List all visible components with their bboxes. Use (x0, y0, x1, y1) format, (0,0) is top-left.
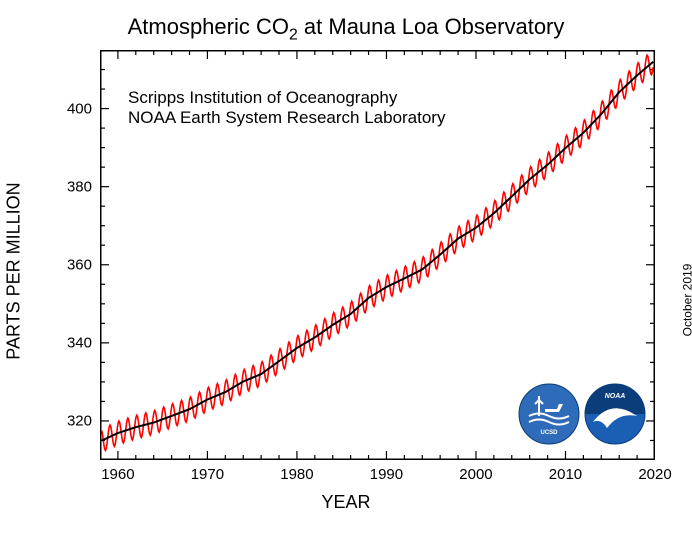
annotation-line: Scripps Institution of Oceanography (128, 88, 445, 108)
scripps-logo-icon: UCSD (519, 384, 579, 444)
svg-text:UCSD: UCSD (540, 430, 558, 436)
x-axis-label: YEAR (0, 492, 692, 513)
x-tick-label: 1980 (280, 466, 313, 483)
x-tick-label: 2010 (549, 466, 582, 483)
y-tick-label: 360 (67, 256, 92, 273)
annotation-line: NOAA Earth System Research Laboratory (128, 108, 445, 128)
date-stamp: October 2019 (681, 264, 692, 337)
annotation-block: Scripps Institution of OceanographyNOAA … (128, 88, 445, 128)
x-tick-label: 2020 (638, 466, 671, 483)
agency-logos: UCSD NOAA (517, 382, 647, 451)
svg-text:NOAA: NOAA (605, 393, 626, 400)
noaa-logo-icon: NOAA (585, 384, 645, 444)
x-tick-label: 1960 (101, 466, 134, 483)
y-tick-label: 380 (67, 178, 92, 195)
y-tick-label: 320 (67, 412, 92, 429)
y-axis-label: PARTS PER MILLION (4, 182, 25, 359)
x-tick-label: 2000 (459, 466, 492, 483)
x-tick-label: 1990 (370, 466, 403, 483)
x-tick-label: 1970 (191, 466, 224, 483)
chart-title: Atmospheric CO2 at Mauna Loa Observatory (0, 14, 692, 44)
chart-container: { "chart": { "type": "line", "title_html… (0, 0, 692, 543)
y-tick-label: 400 (67, 100, 92, 117)
y-tick-label: 340 (67, 334, 92, 351)
